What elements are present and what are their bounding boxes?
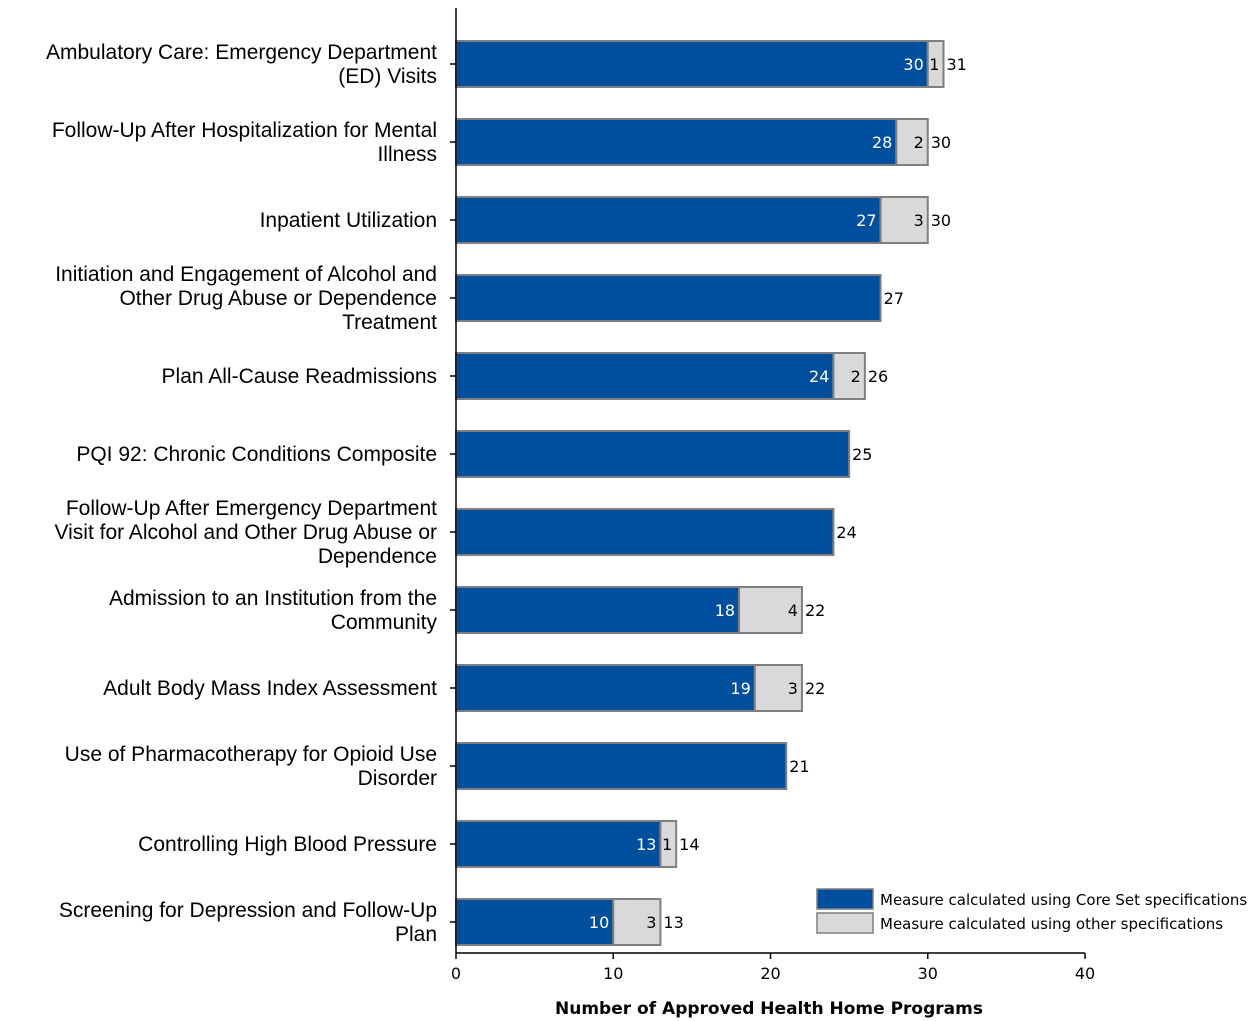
- bar-other-3: [879, 196, 929, 244]
- x-tick-label-0: 0: [451, 964, 461, 983]
- bar-other-2: [895, 118, 929, 166]
- data-label-total-3: 30: [931, 211, 951, 230]
- data-label-total-6: 25: [852, 445, 872, 464]
- x-axis-title: Number of Approved Health Home Programs: [555, 999, 983, 1019]
- legend-label-other: Measure calculated using other specifica…: [880, 915, 1223, 933]
- data-label-core-12: 10: [589, 913, 609, 932]
- data-label-core-9: 19: [730, 679, 750, 698]
- category-label-8: Admission to an Institution from the Comm…: [109, 587, 437, 634]
- bar-other-11: [659, 820, 678, 868]
- data-label-other-2: 2: [914, 133, 924, 152]
- category-labels: Ambulatory Care: Emergency Department (ED…: [46, 41, 437, 946]
- data-label-total-11: 14: [679, 835, 699, 854]
- bar-other-5: [832, 352, 866, 400]
- category-label-3: Inpatient Utilization: [260, 209, 437, 232]
- data-label-core-3: 27: [856, 211, 876, 230]
- data-label-core-11: 13: [636, 835, 656, 854]
- data-label-core-2: 28: [872, 133, 892, 152]
- category-label-6: PQI 92: Chronic Conditions Composite: [76, 443, 437, 466]
- bar-core-5: [455, 352, 835, 400]
- data-label-total-4: 27: [884, 289, 904, 308]
- data-label-other-8: 4: [788, 601, 798, 620]
- x-tick-label-20: 20: [760, 964, 780, 983]
- category-label-10: Use of Pharmacotherapy for Opioid Use Dis…: [65, 743, 437, 790]
- x-tick-label-30: 30: [918, 964, 938, 983]
- x-tick-label-40: 40: [1075, 964, 1095, 983]
- bar-core-7: [455, 508, 835, 556]
- bar-core-8: [455, 586, 741, 634]
- bar-core-3: [455, 196, 882, 244]
- bar-core-11: [455, 820, 662, 868]
- data-label-other-9: 3: [788, 679, 798, 698]
- legend-swatch-other: [816, 912, 874, 934]
- data-label-total-7: 24: [836, 523, 856, 542]
- legend-label-core: Measure calculated using Core Set specif…: [880, 891, 1247, 909]
- data-label-total-5: 26: [868, 367, 888, 386]
- category-label-5: Plan All-Cause Readmissions: [162, 365, 437, 388]
- category-label-11: Controlling High Blood Pressure: [138, 833, 437, 856]
- bar-core-6: [455, 430, 851, 478]
- bar-core-12: [455, 898, 615, 946]
- data-label-total-8: 22: [805, 601, 825, 620]
- bar-other-9: [753, 664, 803, 712]
- legend: Measure calculated using Core Set specif…: [816, 888, 1247, 934]
- data-label-total-12: 13: [663, 913, 683, 932]
- data-label-total-1: 31: [946, 55, 966, 74]
- x-tick-label-10: 10: [603, 964, 623, 983]
- data-label-core-1: 30: [903, 55, 923, 74]
- category-label-9: Adult Body Mass Index Assessment: [103, 677, 437, 700]
- bar-core-10: [455, 742, 788, 790]
- bar-other-1: [926, 40, 945, 88]
- bar-other-12: [612, 898, 662, 946]
- bar-core-9: [455, 664, 756, 712]
- bar-other-8: [738, 586, 803, 634]
- data-label-total-10: 21: [789, 757, 809, 776]
- category-label-4: Initiation and Engagement of Alcohol and…: [55, 263, 437, 334]
- data-label-core-8: 18: [715, 601, 735, 620]
- legend-swatch-core: [816, 888, 874, 910]
- bar-core-1: [455, 40, 929, 88]
- data-label-other-12: 3: [646, 913, 656, 932]
- category-label-1: Ambulatory Care: Emergency Department (ED…: [46, 41, 437, 88]
- data-label-core-5: 24: [809, 367, 829, 386]
- data-label-other-11: 1: [662, 835, 672, 854]
- data-label-other-3: 3: [914, 211, 924, 230]
- data-label-total-9: 22: [805, 679, 825, 698]
- x-axis: 0 10 20 30 40: [450, 8, 1095, 983]
- category-label-2: Follow-Up After Hospitalization for Ment…: [52, 119, 437, 166]
- data-label-other-1: 1: [929, 55, 939, 74]
- bar-core-4: [455, 274, 882, 322]
- bar-core-2: [455, 118, 898, 166]
- data-label-other-5: 2: [851, 367, 861, 386]
- data-label-total-2: 30: [931, 133, 951, 152]
- category-label-7: Follow-Up After Emergency Department Visi…: [55, 497, 438, 568]
- category-label-12: Screening for Depression and Follow-Up Pl…: [59, 899, 437, 946]
